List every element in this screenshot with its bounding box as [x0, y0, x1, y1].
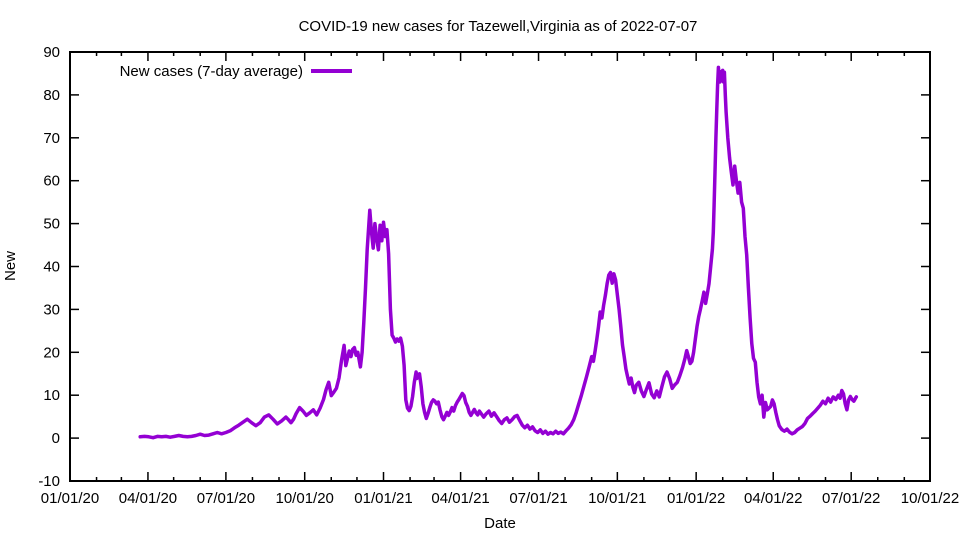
x-tick-label: 01/01/22	[667, 490, 725, 507]
y-tick-label: 80	[43, 87, 60, 104]
x-tick-label: 10/01/21	[588, 490, 646, 507]
x-axis-label: Date	[484, 515, 516, 532]
y-tick-label: 0	[52, 430, 60, 447]
x-tick-label: 07/01/20	[197, 490, 255, 507]
y-tick-label: -10	[38, 473, 60, 490]
x-tick-label: 04/01/20	[119, 490, 177, 507]
y-tick-label: 20	[43, 344, 60, 361]
y-axis-label: New	[2, 251, 19, 281]
y-tick-label: 10	[43, 387, 60, 404]
x-tick-label: 10/01/22	[901, 490, 959, 507]
x-tick-label: 04/01/21	[431, 490, 489, 507]
x-tick-label: 07/01/22	[822, 490, 880, 507]
data-series-line	[138, 65, 859, 440]
legend: New cases (7-day average)	[120, 63, 352, 80]
legend-label: New cases (7-day average)	[120, 63, 303, 80]
y-tick-label: 30	[43, 301, 60, 318]
x-tick-label: 04/01/22	[744, 490, 802, 507]
y-tick-label: 90	[43, 44, 60, 61]
x-tick-label: 10/01/20	[276, 490, 334, 507]
y-tick-label: 60	[43, 173, 60, 190]
y-tick-label: 70	[43, 130, 60, 147]
x-tick-label: 01/01/21	[354, 490, 412, 507]
x-tick-label: 01/01/20	[41, 490, 99, 507]
chart-title: COVID-19 new cases for Tazewell,Virginia…	[299, 18, 698, 35]
plot-area: 01/01/20 04/01/20 07/01/20 10/01/20 01/01/21…	[38, 44, 959, 507]
x-tick-label: 07/01/21	[509, 490, 567, 507]
y-tick-label: 50	[43, 216, 60, 233]
plot-border	[69, 51, 931, 482]
y-tick-label: 40	[43, 259, 60, 276]
